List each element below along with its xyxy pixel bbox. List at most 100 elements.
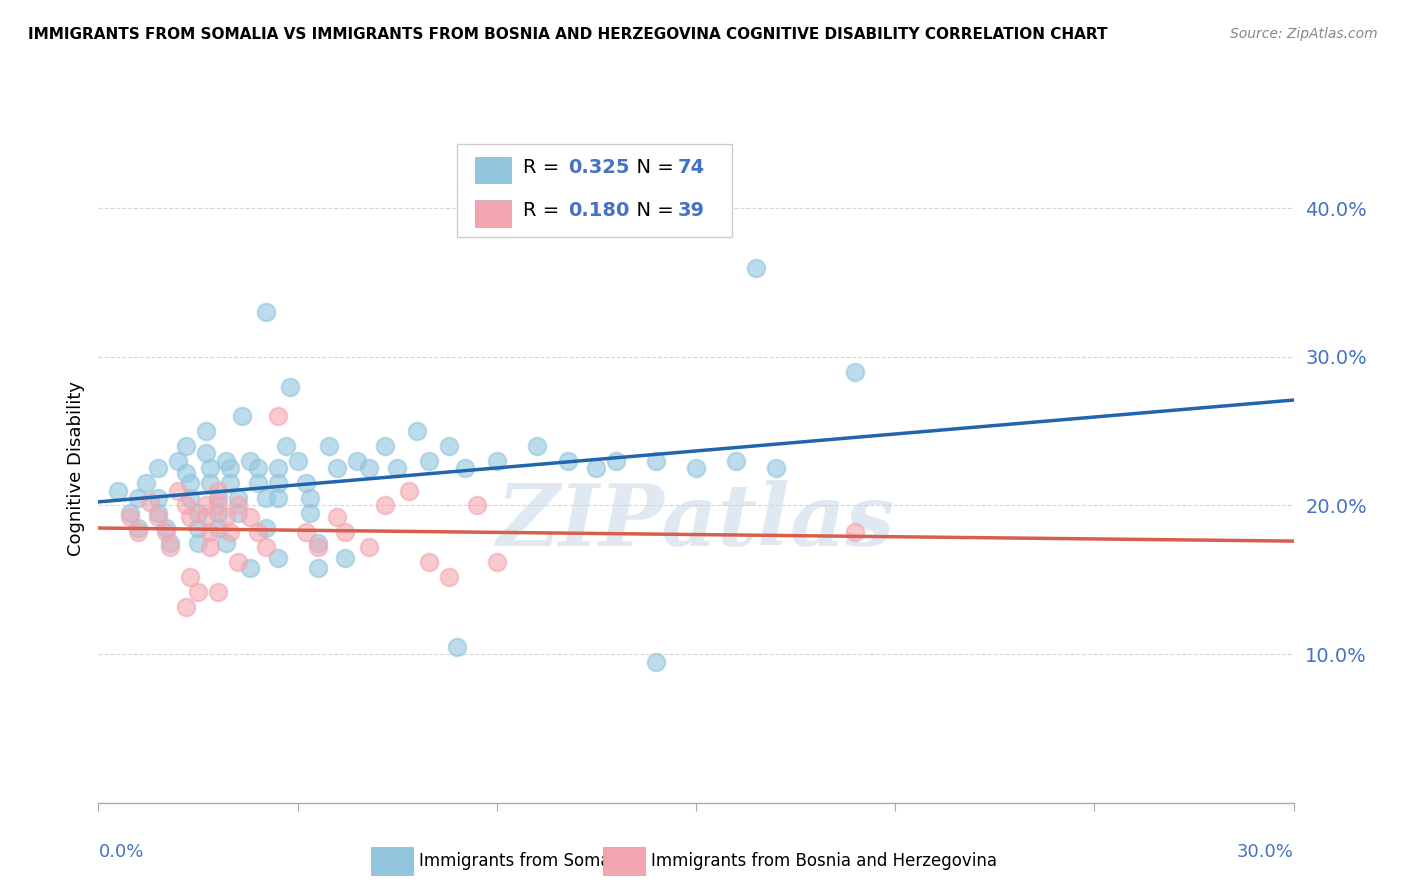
Point — [187, 535, 209, 549]
Point — [418, 454, 440, 468]
Text: 0.180: 0.180 — [568, 202, 630, 220]
Point — [174, 466, 197, 480]
Point — [307, 535, 329, 549]
Text: Source: ZipAtlas.com: Source: ZipAtlas.com — [1230, 27, 1378, 41]
Point — [219, 461, 242, 475]
Point — [187, 584, 209, 599]
Point — [120, 506, 142, 520]
Point — [385, 461, 409, 475]
Point — [127, 521, 149, 535]
Point — [226, 506, 249, 520]
Text: R =: R = — [523, 202, 565, 220]
Point — [198, 540, 221, 554]
Point — [437, 570, 460, 584]
Point — [107, 483, 129, 498]
Point — [148, 461, 170, 475]
Point — [645, 655, 668, 669]
Point — [198, 461, 221, 475]
Point — [246, 476, 269, 491]
Text: IMMIGRANTS FROM SOMALIA VS IMMIGRANTS FROM BOSNIA AND HERZEGOVINA COGNITIVE DISA: IMMIGRANTS FROM SOMALIA VS IMMIGRANTS FR… — [28, 27, 1108, 42]
Point — [139, 495, 162, 509]
Text: Immigrants from Bosnia and Herzegovina: Immigrants from Bosnia and Herzegovina — [651, 852, 997, 870]
Point — [307, 561, 329, 575]
Point — [127, 525, 149, 540]
Point — [187, 506, 209, 520]
Point — [374, 499, 396, 513]
Point — [226, 491, 249, 505]
Point — [294, 476, 316, 491]
Point — [287, 454, 309, 468]
Bar — [475, 157, 510, 184]
Point — [585, 461, 607, 475]
Point — [724, 454, 747, 468]
Point — [346, 454, 368, 468]
Point — [174, 599, 197, 614]
Text: 0.0%: 0.0% — [98, 843, 143, 861]
Point — [179, 510, 201, 524]
Point — [198, 525, 221, 540]
Point — [239, 561, 262, 575]
Point — [307, 540, 329, 554]
Point — [844, 525, 866, 540]
Point — [254, 305, 277, 319]
Point — [179, 476, 201, 491]
Point — [215, 454, 238, 468]
Point — [167, 483, 190, 498]
Text: 0.325: 0.325 — [568, 158, 630, 177]
Point — [155, 521, 177, 535]
Point — [326, 461, 349, 475]
Text: 74: 74 — [678, 158, 706, 177]
Point — [155, 525, 177, 540]
Point — [437, 439, 460, 453]
Point — [418, 555, 440, 569]
Point — [398, 483, 420, 498]
Point — [298, 491, 321, 505]
Point — [194, 424, 218, 438]
Point — [194, 446, 218, 460]
Point — [159, 540, 181, 554]
Point — [446, 640, 468, 654]
Point — [207, 483, 229, 498]
Point — [298, 506, 321, 520]
Point — [335, 525, 357, 540]
Point — [557, 454, 579, 468]
Text: 30.0%: 30.0% — [1237, 843, 1294, 861]
Text: ZIPatlas: ZIPatlas — [496, 480, 896, 564]
Point — [685, 461, 707, 475]
Point — [194, 510, 218, 524]
Point — [335, 550, 357, 565]
Text: R =: R = — [523, 158, 565, 177]
Point — [267, 550, 290, 565]
Point — [374, 439, 396, 453]
Point — [605, 454, 627, 468]
Point — [207, 506, 229, 520]
Point — [215, 535, 238, 549]
Point — [294, 525, 316, 540]
Point — [219, 525, 242, 540]
Point — [207, 499, 229, 513]
Point — [219, 476, 242, 491]
Point — [267, 476, 290, 491]
Point — [359, 540, 381, 554]
Point — [267, 409, 290, 424]
Point — [844, 365, 866, 379]
Point — [174, 439, 197, 453]
Point — [267, 491, 290, 505]
FancyBboxPatch shape — [457, 144, 733, 237]
Point — [226, 555, 249, 569]
Point — [148, 506, 170, 520]
Point — [254, 540, 277, 554]
Text: N =: N = — [624, 158, 681, 177]
Point — [215, 510, 238, 524]
Point — [231, 409, 253, 424]
Point — [645, 454, 668, 468]
Point — [254, 521, 277, 535]
Point — [167, 454, 190, 468]
Point — [485, 555, 508, 569]
Point — [174, 499, 197, 513]
Point — [239, 510, 262, 524]
Point — [207, 491, 229, 505]
Point — [127, 491, 149, 505]
Point — [485, 454, 508, 468]
Point — [148, 510, 170, 524]
